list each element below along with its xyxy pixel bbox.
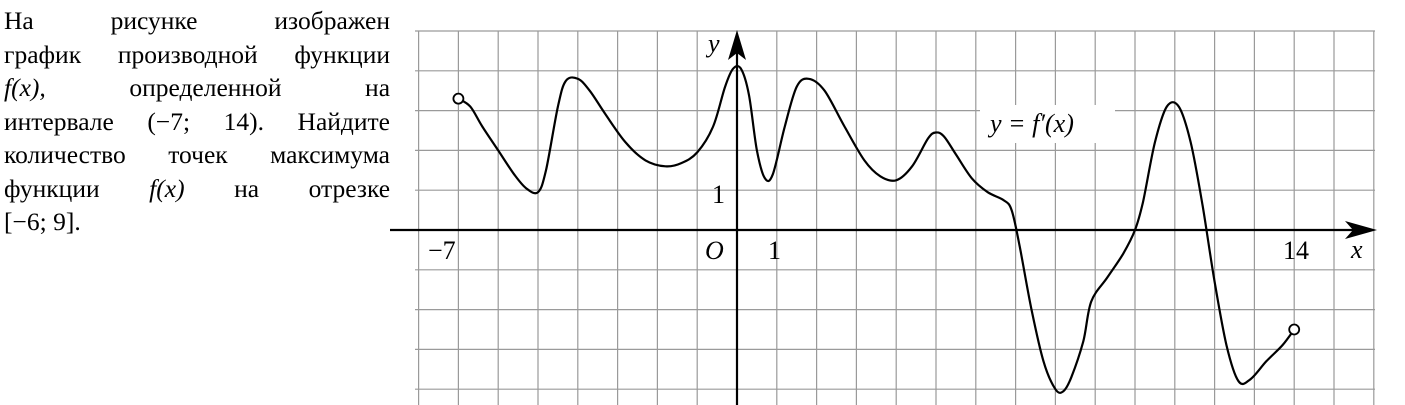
- problem-word: На: [4, 6, 34, 35]
- problem-word: функции: [4, 173, 100, 203]
- problem-word: определенной: [129, 73, 282, 102]
- tick-label-y-1: 1: [712, 180, 725, 209]
- problem-line: функции f(x) на отрезке: [4, 172, 390, 206]
- problem-word: на: [365, 73, 391, 102]
- x-axis-arrow-icon: [1345, 221, 1377, 239]
- problem-word: рисунке: [110, 6, 198, 35]
- tick-label-x-minus7: −7: [428, 236, 456, 265]
- problem-word: отрезке: [308, 173, 391, 203]
- function-label-background: [980, 105, 1115, 143]
- problem-word: f(x): [149, 173, 185, 203]
- problem-word: Найдите: [297, 106, 390, 136]
- y-axis-arrow-icon: [728, 30, 746, 60]
- open-endpoint-marker: [1288, 323, 1301, 336]
- problem-line: количество точек максимума: [4, 138, 390, 172]
- problem-word: изображен: [274, 6, 391, 35]
- tick-label-x-1: 1: [768, 236, 781, 265]
- grid: [415, 30, 1375, 405]
- tick-label-x-14: 14: [1283, 236, 1309, 265]
- open-endpoint-marker: [452, 92, 465, 105]
- problem-word: количество: [4, 140, 126, 169]
- problem-line: график производной функции: [4, 38, 390, 72]
- x-axis-label: x: [1350, 235, 1363, 264]
- problem-line: f(x), определенной на: [4, 71, 390, 105]
- problem-word: график производной функции: [4, 39, 390, 69]
- problem-word: (−7;: [147, 106, 191, 136]
- problem-word: максимума: [270, 140, 390, 169]
- problem-word: на: [234, 173, 260, 203]
- y-axis-label: y: [705, 29, 720, 58]
- problem-statement: На рисунке изображен график производной ф…: [4, 4, 390, 239]
- problem-word: точек: [168, 140, 228, 169]
- open-endpoints: [452, 92, 1301, 336]
- origin-label: O: [705, 236, 724, 265]
- problem-word: 14).: [223, 106, 264, 136]
- problem-line: [−6; 9].: [4, 205, 390, 239]
- problem-word: f(x),: [4, 73, 46, 102]
- derivative-curve: [457, 64, 1296, 394]
- problem-line: интервале (−7; 14). Найдите: [4, 105, 390, 139]
- problem-line: На рисунке изображен: [4, 4, 390, 38]
- function-label: y = f′(x): [987, 109, 1074, 138]
- problem-word: интервале: [4, 106, 114, 136]
- problem-word: [−6; 9].: [4, 207, 81, 236]
